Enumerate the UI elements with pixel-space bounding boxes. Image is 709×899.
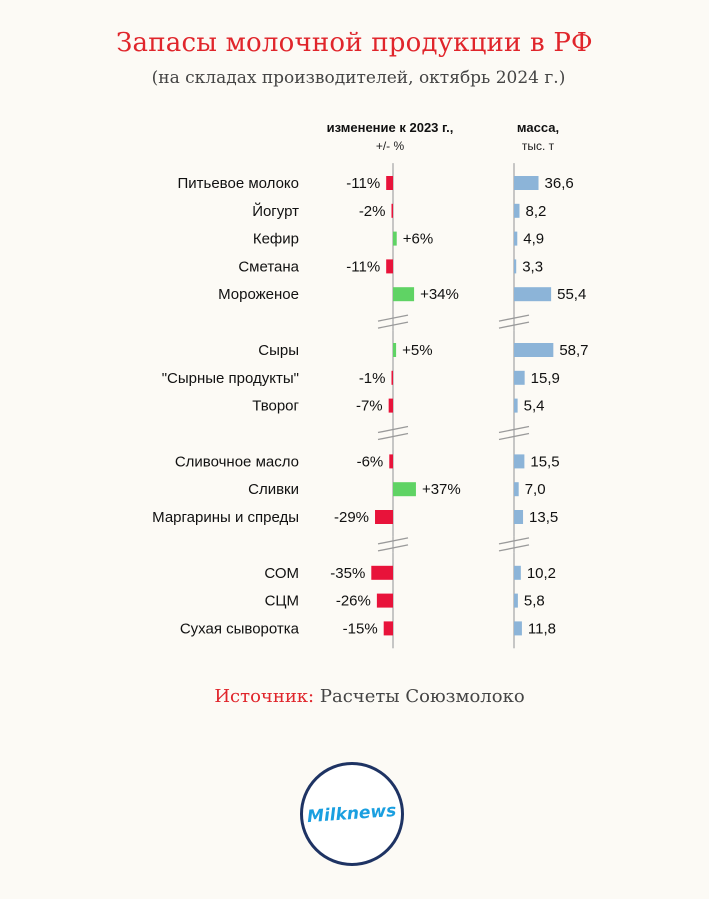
mass-bar — [514, 510, 524, 524]
axis-break-mark — [377, 544, 409, 552]
axis-break-mark — [498, 321, 530, 329]
mass-value-label: 11,8 — [528, 620, 556, 637]
change-bar — [375, 510, 393, 524]
mass-header: масса, — [517, 120, 559, 135]
mass-bar — [514, 565, 521, 580]
change-value-label: +5% — [402, 342, 432, 359]
change-bar — [393, 287, 415, 302]
source-line: Источник: Расчеты Союзмолоко — [0, 686, 709, 707]
mass-bar — [514, 482, 519, 497]
category-label: Сыры — [258, 342, 299, 359]
category-label: СОМ — [264, 565, 299, 582]
source-label: Источник: — [214, 686, 315, 707]
category-label: Сухая сыворотка — [180, 620, 300, 637]
change-value-label: +6% — [403, 231, 433, 248]
change-bar — [388, 398, 393, 413]
change-bar — [376, 593, 393, 608]
logo-text: Milknews — [306, 800, 398, 828]
mass-value-label: 15,9 — [531, 370, 560, 387]
change-bar — [391, 203, 393, 218]
mass-value-label: 5,8 — [524, 593, 545, 610]
mass-value-label: 8,2 — [525, 203, 546, 220]
mass-bar — [514, 621, 522, 636]
mass-bar — [514, 370, 525, 385]
category-label: Маргарины и спреды — [152, 509, 299, 526]
mass-value-label: 7,0 — [525, 481, 546, 498]
mass-value-label: 3,3 — [522, 258, 543, 275]
change-bar — [393, 343, 397, 357]
change-value-label: -2% — [359, 203, 386, 220]
mass-bar — [514, 593, 518, 608]
source-text: Расчеты Союзмолоко — [319, 686, 525, 707]
change-value-label: -6% — [357, 453, 384, 470]
mass-value-label: 58,7 — [559, 342, 588, 359]
change-bar — [393, 482, 416, 497]
change-bar — [393, 231, 397, 246]
category-label: СЦМ — [265, 593, 299, 610]
category-label: Сметана — [238, 258, 299, 275]
mass-bar — [514, 343, 554, 357]
change-value-label: -26% — [336, 593, 371, 610]
axis-break-mark — [377, 425, 409, 434]
category-label: Мороженое — [218, 286, 299, 303]
mass-value-label: 55,4 — [557, 286, 586, 303]
change-bar — [389, 454, 393, 469]
category-label: "Сырные продукты" — [162, 370, 299, 387]
category-label: Питьевое молоко — [177, 175, 299, 192]
mass-bar — [514, 454, 525, 469]
mass-value-label: 15,5 — [530, 453, 559, 470]
change-value-label: -11% — [346, 175, 380, 192]
change-value-label: +37% — [422, 481, 461, 498]
chart-title: Запасы молочной продукции в РФ — [116, 28, 593, 58]
change-value-label: -11% — [346, 258, 380, 275]
change-bar — [383, 621, 393, 636]
change-bar — [386, 176, 393, 190]
axis-break-mark — [377, 321, 409, 329]
stock-chart: изменение к 2023 г., +/- % масса, тыс. т Пит… — [152, 120, 589, 649]
mass-bar — [514, 259, 517, 274]
mass-value-label: 10,2 — [527, 565, 556, 582]
mass-header-unit: тыс. т — [522, 139, 555, 153]
mass-bar — [514, 398, 518, 413]
milknews-logo: Milknews — [300, 762, 404, 866]
mass-bar — [514, 176, 539, 190]
change-bar — [391, 370, 393, 385]
category-label: Сливки — [248, 481, 299, 498]
axis-break-mark — [498, 544, 530, 552]
axis-break-mark — [498, 432, 530, 441]
category-label: Йогурт — [252, 202, 299, 220]
change-value-label: -35% — [330, 565, 365, 582]
category-label: Кефир — [253, 231, 299, 248]
change-value-label: -29% — [334, 509, 369, 526]
change-bar — [386, 259, 393, 274]
chart-subtitle: (на складах производителей, октябрь 2024… — [151, 68, 566, 88]
axis-break-mark — [377, 432, 409, 441]
category-label: Творог — [252, 398, 299, 415]
mass-value-label: 5,4 — [524, 398, 545, 415]
axis-break-mark — [498, 537, 530, 545]
axis-break-mark — [498, 314, 530, 322]
mass-value-label: 36,6 — [545, 175, 574, 192]
mass-value-label: 4,9 — [523, 231, 544, 248]
change-value-label: +34% — [420, 286, 459, 303]
mass-value-label: 13,5 — [529, 509, 558, 526]
change-header-unit: +/- % — [376, 139, 405, 153]
axis-break-mark — [377, 314, 409, 322]
axis-break-mark — [498, 425, 530, 434]
mass-bar — [514, 231, 518, 246]
change-bar — [371, 565, 393, 580]
change-value-label: -1% — [359, 370, 386, 387]
axis-break-mark — [377, 537, 409, 545]
change-value-label: -15% — [343, 620, 378, 637]
mass-bar — [514, 287, 552, 302]
mass-bar — [514, 203, 520, 218]
category-label: Сливочное масло — [175, 453, 299, 470]
change-header: изменение к 2023 г., — [327, 120, 454, 135]
change-value-label: -7% — [356, 398, 383, 415]
